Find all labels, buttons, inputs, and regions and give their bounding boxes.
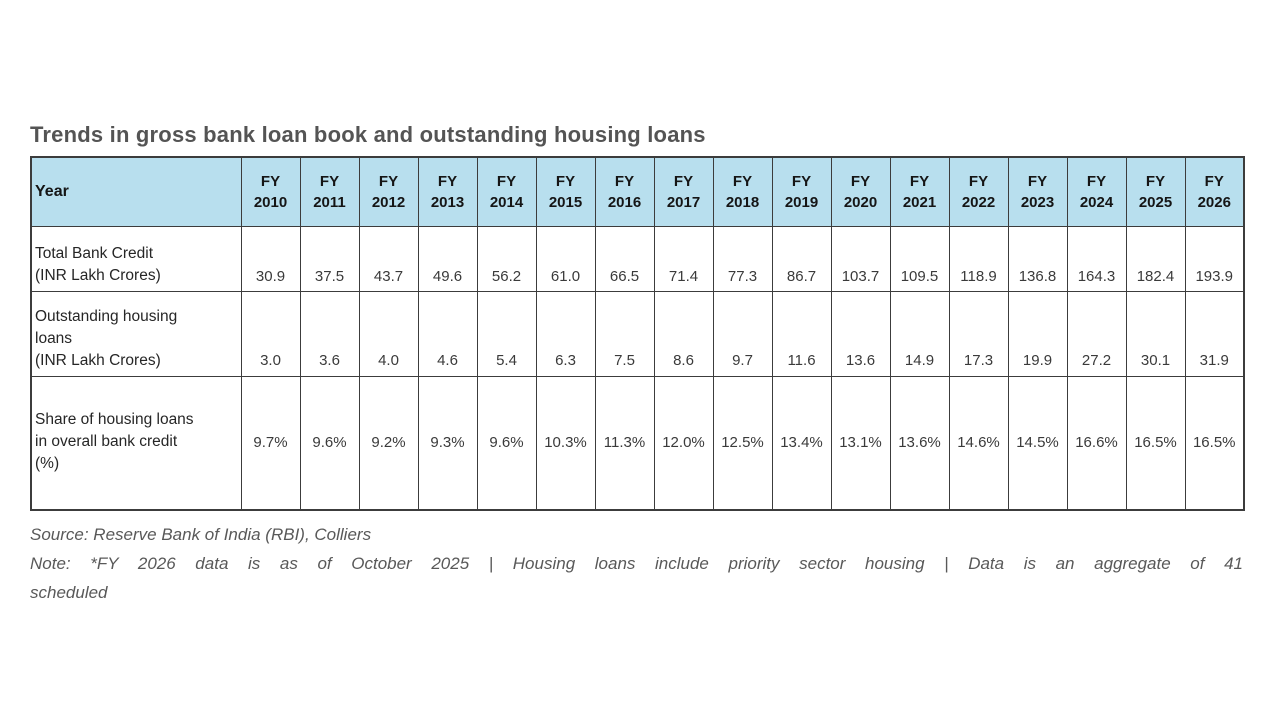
- table-footnote: Source: Reserve Bank of India (RBI), Col…: [30, 520, 1243, 608]
- col-header-fy2011: FY 2011: [299, 156, 360, 227]
- col-header-fy2018: FY 2018: [712, 156, 773, 227]
- value-cell: 19.9: [1007, 290, 1068, 377]
- row-label-share-of-housing-loans: Share of housing loans in overall bank c…: [30, 375, 242, 511]
- value-cell: 10.3%: [535, 375, 596, 511]
- value-cell: 13.6: [830, 290, 891, 377]
- value-cell: 182.4: [1125, 225, 1186, 292]
- value-cell: 3.0: [240, 290, 301, 377]
- row-label-outstanding-housing-loans: Outstanding housing loans (INR Lakh Cror…: [30, 290, 242, 377]
- value-cell: 193.9: [1184, 225, 1245, 292]
- value-cell: 16.5%: [1125, 375, 1186, 511]
- value-cell: 11.3%: [594, 375, 655, 511]
- note-line-2: scheduled: [30, 583, 108, 603]
- table-row-outstanding-housing-loans: Outstanding housing loans (INR Lakh Cror…: [30, 290, 1245, 377]
- value-cell: 37.5: [299, 225, 360, 292]
- col-header-fy2012: FY 2012: [358, 156, 419, 227]
- value-cell: 13.4%: [771, 375, 832, 511]
- value-cell: 4.0: [358, 290, 419, 377]
- value-cell: 14.6%: [948, 375, 1009, 511]
- value-cell: 9.3%: [417, 375, 478, 511]
- value-cell: 27.2: [1066, 290, 1127, 377]
- row-label-total-bank-credit: Total Bank Credit (INR Lakh Crores): [30, 225, 242, 292]
- value-cell: 56.2: [476, 225, 537, 292]
- col-header-fy2019: FY 2019: [771, 156, 832, 227]
- value-cell: 9.7%: [240, 375, 301, 511]
- value-cell: 5.4: [476, 290, 537, 377]
- value-cell: 164.3: [1066, 225, 1127, 292]
- value-cell: 14.5%: [1007, 375, 1068, 511]
- value-cell: 9.6%: [476, 375, 537, 511]
- value-cell: 49.6: [417, 225, 478, 292]
- value-cell: 4.6: [417, 290, 478, 377]
- value-cell: 9.2%: [358, 375, 419, 511]
- value-cell: 11.6: [771, 290, 832, 377]
- bank-loan-table: Year FY 2010 FY 2011 FY 2012 FY 2013 FY …: [30, 156, 1245, 511]
- page-title: Trends in gross bank loan book and outst…: [30, 122, 706, 147]
- col-header-fy2021: FY 2021: [889, 156, 950, 227]
- value-cell: 86.7: [771, 225, 832, 292]
- source-line: Source: Reserve Bank of India (RBI), Col…: [30, 525, 372, 544]
- value-cell: 13.1%: [830, 375, 891, 511]
- value-cell: 66.5: [594, 225, 655, 292]
- table-row-total-bank-credit: Total Bank Credit (INR Lakh Crores) 30.9…: [30, 225, 1245, 292]
- col-header-fy2024: FY 2024: [1066, 156, 1127, 227]
- value-cell: 118.9: [948, 225, 1009, 292]
- col-header-fy2016: FY 2016: [594, 156, 655, 227]
- value-cell: 12.5%: [712, 375, 773, 511]
- value-cell: 13.6%: [889, 375, 950, 511]
- value-cell: 136.8: [1007, 225, 1068, 292]
- value-cell: 6.3: [535, 290, 596, 377]
- col-header-fy2025: FY 2025: [1125, 156, 1186, 227]
- value-cell: 43.7: [358, 225, 419, 292]
- value-cell: 17.3: [948, 290, 1009, 377]
- col-header-fy2010: FY 2010: [240, 156, 301, 227]
- value-cell: 16.6%: [1066, 375, 1127, 511]
- value-cell: 3.6: [299, 290, 360, 377]
- col-header-fy2020: FY 2020: [830, 156, 891, 227]
- value-cell: 12.0%: [653, 375, 714, 511]
- col-header-fy2023: FY 2023: [1007, 156, 1068, 227]
- value-cell: 30.1: [1125, 290, 1186, 377]
- value-cell: 77.3: [712, 225, 773, 292]
- header-row: Year FY 2010 FY 2011 FY 2012 FY 2013 FY …: [30, 156, 1245, 227]
- col-header-fy2014: FY 2014: [476, 156, 537, 227]
- col-header-fy2022: FY 2022: [948, 156, 1009, 227]
- value-cell: 14.9: [889, 290, 950, 377]
- col-header-fy2015: FY 2015: [535, 156, 596, 227]
- year-corner-header: Year: [30, 156, 242, 227]
- table-row-share-of-housing-loans: Share of housing loans in overall bank c…: [30, 375, 1245, 511]
- col-header-fy2013: FY 2013: [417, 156, 478, 227]
- value-cell: 16.5%: [1184, 375, 1245, 511]
- col-header-fy2026: FY 2026: [1184, 156, 1245, 227]
- value-cell: 103.7: [830, 225, 891, 292]
- value-cell: 109.5: [889, 225, 950, 292]
- value-cell: 7.5: [594, 290, 655, 377]
- note-line-1: Note: *FY 2026 data is as of October 202…: [30, 554, 1243, 574]
- value-cell: 9.6%: [299, 375, 360, 511]
- value-cell: 31.9: [1184, 290, 1245, 377]
- col-header-fy2017: FY 2017: [653, 156, 714, 227]
- value-cell: 71.4: [653, 225, 714, 292]
- page: Trends in gross bank loan book and outst…: [30, 122, 1245, 608]
- value-cell: 30.9: [240, 225, 301, 292]
- value-cell: 8.6: [653, 290, 714, 377]
- value-cell: 9.7: [712, 290, 773, 377]
- value-cell: 61.0: [535, 225, 596, 292]
